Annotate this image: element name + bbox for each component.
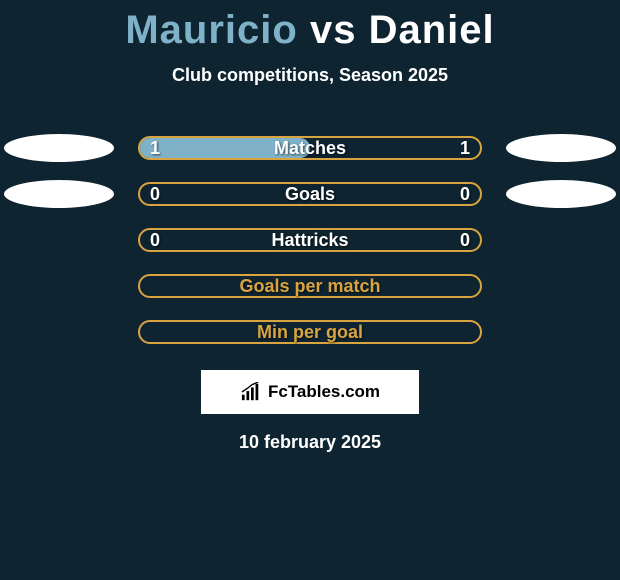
stat-bar: 00Goals [138,182,482,206]
stat-bar: 00Hattricks [138,228,482,252]
stat-bar: Min per goal [138,320,482,344]
stat-row: Goals per match [0,272,620,318]
player2-name: Daniel [369,8,495,52]
stat-label: Goals [140,184,480,204]
comparison-title: Mauricio vs Daniel [0,0,620,53]
stat-label: Goals per match [140,276,480,296]
player1-name: Mauricio [125,8,297,52]
brand-text: FcTables.com [268,382,380,402]
footer-date: 10 february 2025 [0,432,620,453]
player2-badge [506,134,616,162]
stat-label: Min per goal [140,322,480,342]
stat-row: Min per goal [0,318,620,364]
subtitle: Club competitions, Season 2025 [0,65,620,86]
stat-row: 00Hattricks [0,226,620,272]
player1-badge [4,180,114,208]
stat-row: 11Matches [0,134,620,180]
player1-badge [4,134,114,162]
stat-label: Hattricks [140,230,480,250]
stat-rows: 11Matches 00Goals 00Hattricks Goals per mat… [0,134,620,364]
chart-icon [240,382,262,402]
vs-label: vs [310,8,357,52]
stat-bar: 11Matches [138,136,482,160]
stat-bar: Goals per match [138,274,482,298]
stat-row: 00Goals [0,180,620,226]
brand-box[interactable]: FcTables.com [201,370,419,414]
player2-badge [506,180,616,208]
stat-label: Matches [140,138,480,158]
